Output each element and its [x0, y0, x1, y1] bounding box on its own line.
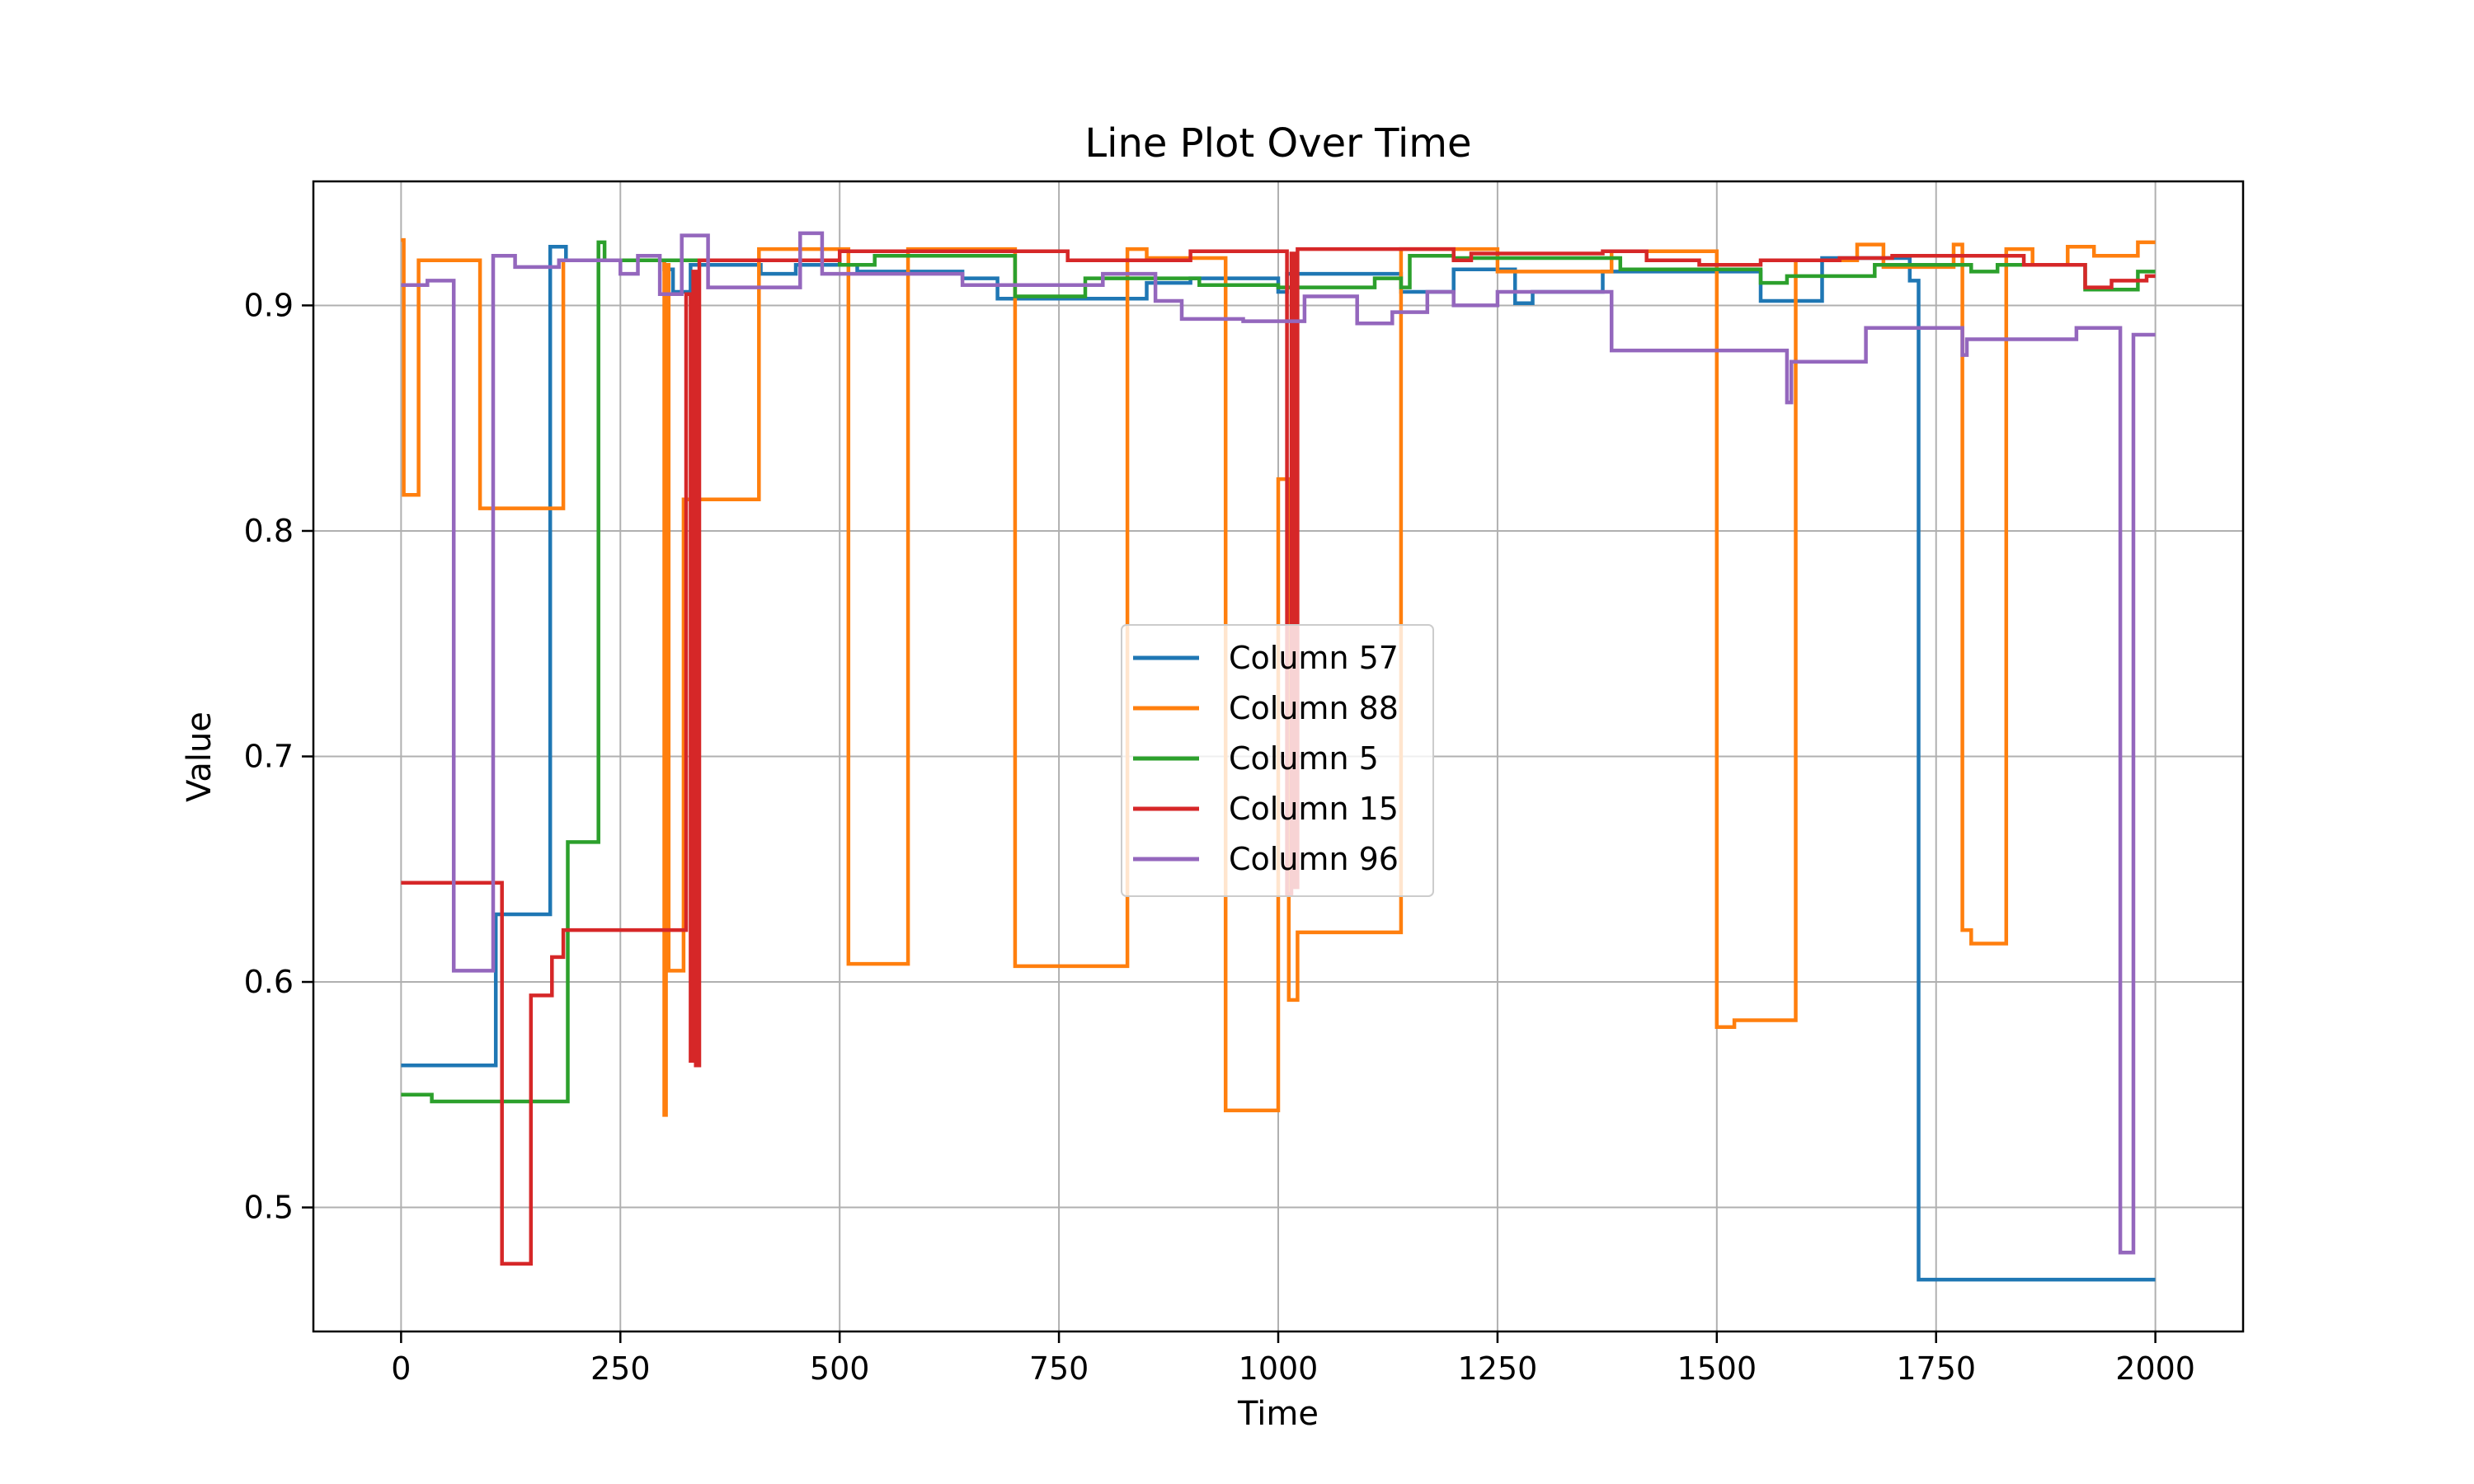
y-tick-label: 0.5 — [244, 1190, 294, 1226]
x-tick-label: 2000 — [2115, 1350, 2195, 1387]
legend-label: Column 5 — [1229, 740, 1379, 777]
series-line-5 — [401, 231, 2156, 1255]
legend-label: Column 57 — [1229, 640, 1399, 676]
x-tick-label: 250 — [590, 1350, 651, 1387]
series-lines — [401, 231, 2156, 1282]
series-line-3 — [401, 240, 2156, 1104]
x-tick-label: 1500 — [1677, 1350, 1757, 1387]
y-axis-label: Value — [181, 711, 219, 802]
y-tick-label: 0.9 — [244, 287, 294, 323]
x-tick-label: 1750 — [1896, 1350, 1976, 1387]
chart-title: Line Plot Over Time — [1084, 120, 1471, 167]
legend: Column 57 Column 88 Column 5 Column 15 Colum… — [1121, 624, 1434, 897]
legend-label: Column 15 — [1229, 791, 1399, 827]
y-tick-label: 0.7 — [244, 739, 294, 775]
legend-box — [1121, 624, 1434, 897]
x-tick-label: 750 — [1029, 1350, 1089, 1387]
y-tick-label: 0.8 — [244, 513, 294, 549]
legend-label: Column 88 — [1229, 690, 1399, 726]
series-line-4 — [401, 247, 2156, 1266]
x-tick-label: 500 — [810, 1350, 870, 1387]
legend-label: Column 96 — [1229, 841, 1399, 877]
series-line-2 — [401, 237, 2156, 1117]
x-tick-label: 1000 — [1239, 1350, 1319, 1387]
x-tick-label: 0 — [391, 1350, 411, 1387]
y-tick-label: 0.6 — [244, 964, 294, 1000]
x-axis-label: Time — [1237, 1395, 1319, 1433]
x-tick-label: 1250 — [1458, 1350, 1538, 1387]
axis-ticks: 0 250 500 750 1000 1250 1500 1750 2000 0.5 0.6 0.7 0… — [244, 287, 2195, 1387]
